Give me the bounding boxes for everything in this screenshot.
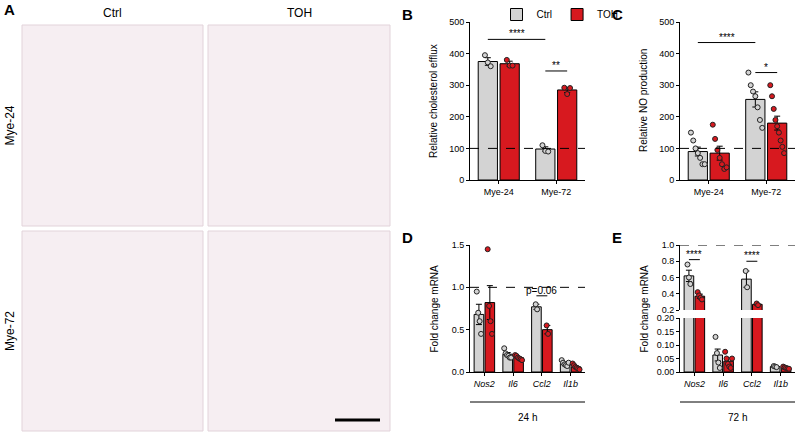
svg-text:Ccl2: Ccl2 <box>743 379 761 389</box>
svg-text:200: 200 <box>449 112 464 122</box>
svg-text:1.5: 1.5 <box>452 240 465 250</box>
svg-text:0: 0 <box>459 175 464 185</box>
svg-text:*: * <box>764 62 768 73</box>
svg-text:Mye-72: Mye-72 <box>3 311 17 351</box>
svg-text:400: 400 <box>449 49 464 59</box>
svg-text:****: **** <box>719 32 735 43</box>
svg-text:****: **** <box>686 249 702 260</box>
svg-text:**: ** <box>552 60 560 71</box>
svg-text:0.8: 0.8 <box>662 256 675 266</box>
svg-text:D: D <box>402 229 413 246</box>
svg-text:500: 500 <box>449 17 464 27</box>
svg-text:Ctrl: Ctrl <box>537 9 553 20</box>
svg-text:TOH: TOH <box>287 6 312 20</box>
svg-text:C: C <box>612 6 623 23</box>
svg-text:Il6: Il6 <box>718 379 728 389</box>
svg-text:****: **** <box>744 250 760 261</box>
svg-text:200: 200 <box>659 112 674 122</box>
svg-text:0.6: 0.6 <box>662 273 675 283</box>
svg-text:0: 0 <box>669 175 674 185</box>
svg-text:0.10: 0.10 <box>657 340 675 350</box>
svg-text:300: 300 <box>449 80 464 90</box>
svg-text:0.2: 0.2 <box>662 305 675 315</box>
svg-text:A: A <box>4 1 15 18</box>
svg-text:500: 500 <box>659 17 674 27</box>
svg-text:Il6: Il6 <box>508 379 518 389</box>
svg-text:400: 400 <box>659 49 674 59</box>
svg-text:Il1b: Il1b <box>563 379 578 389</box>
svg-text:Il1b: Il1b <box>773 379 788 389</box>
svg-text:1.0: 1.0 <box>662 240 675 250</box>
svg-text:100: 100 <box>449 144 464 154</box>
svg-text:0.05: 0.05 <box>657 354 675 364</box>
svg-text:Mye-72: Mye-72 <box>751 187 781 197</box>
svg-text:TOH: TOH <box>597 9 618 20</box>
svg-text:0.00: 0.00 <box>657 367 675 377</box>
svg-text:Mye-72: Mye-72 <box>541 187 571 197</box>
svg-text:****: **** <box>509 28 525 39</box>
svg-text:72 h: 72 h <box>728 412 747 423</box>
svg-text:Mye-24: Mye-24 <box>3 105 17 145</box>
svg-text:0.15: 0.15 <box>657 327 675 337</box>
svg-text:24 h: 24 h <box>518 412 537 423</box>
svg-text:Mye-24: Mye-24 <box>694 187 724 197</box>
svg-text:Mye-24: Mye-24 <box>484 187 514 197</box>
svg-text:0.4: 0.4 <box>662 289 675 299</box>
svg-text:Fold change mRNA: Fold change mRNA <box>639 265 650 353</box>
svg-text:B: B <box>402 6 413 23</box>
svg-text:0.5: 0.5 <box>452 325 465 335</box>
svg-text:Relative NO production: Relative NO production <box>638 49 649 152</box>
svg-text:1.0: 1.0 <box>452 282 465 292</box>
svg-text:E: E <box>612 229 622 246</box>
svg-text:Fold change mRNA: Fold change mRNA <box>429 265 440 353</box>
svg-text:Ccl2: Ccl2 <box>533 379 551 389</box>
svg-text:Relative cholesterol efflux: Relative cholesterol efflux <box>428 44 439 158</box>
svg-text:Nos2: Nos2 <box>684 379 705 389</box>
svg-text:p=0.06: p=0.06 <box>526 285 557 296</box>
svg-text:0.20: 0.20 <box>657 313 675 323</box>
svg-text:300: 300 <box>659 80 674 90</box>
svg-text:0.0: 0.0 <box>452 367 465 377</box>
svg-text:100: 100 <box>659 144 674 154</box>
svg-text:Ctrl: Ctrl <box>103 6 122 20</box>
svg-text:Nos2: Nos2 <box>474 379 495 389</box>
